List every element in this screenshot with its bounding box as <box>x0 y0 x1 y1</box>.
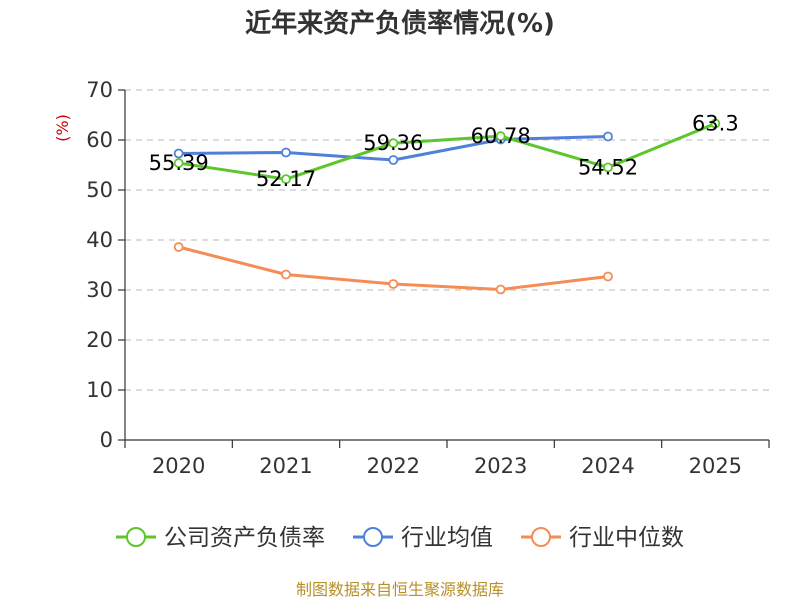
data-point <box>281 147 291 158</box>
y-tick-label: 60 <box>86 128 113 152</box>
data-point <box>388 155 399 165</box>
data-point <box>281 174 291 185</box>
y-axis-label: (%) <box>53 114 72 142</box>
data-point <box>603 162 613 173</box>
data-point <box>603 131 613 142</box>
x-tick-label: 2022 <box>367 454 420 478</box>
data-label: 52.17 <box>256 167 316 191</box>
x-tick-label: 2023 <box>474 454 527 478</box>
data-label: 59.36 <box>363 131 423 155</box>
y-tick-label: 70 <box>86 78 113 102</box>
x-tick-label: 2025 <box>689 454 742 478</box>
data-point <box>388 279 399 289</box>
source-note: 制图数据来自恒生聚源数据库 <box>296 580 504 599</box>
legend-label: 行业中位数 <box>569 525 684 551</box>
data-point <box>495 131 506 142</box>
data-point <box>173 242 184 252</box>
grid-lines <box>125 89 769 391</box>
data-point <box>388 138 399 149</box>
x-tick-label: 2024 <box>581 454 634 478</box>
series-line <box>177 122 717 181</box>
data-point <box>173 158 184 168</box>
data-label: 54.52 <box>578 155 638 179</box>
data-point <box>495 284 506 295</box>
axes: 0 10 20 30 40 50 60 70 2020 2021 2022 2023 2024 2025 <box>86 78 770 478</box>
data-point <box>281 269 291 280</box>
legend-symbol-marker <box>126 527 146 547</box>
y-tick-label: 20 <box>86 328 113 352</box>
x-tick-label: 2020 <box>152 454 205 478</box>
y-tick-label: 10 <box>86 378 113 402</box>
data-point <box>173 148 184 159</box>
data-labels: 55.39 52.17 59.36 60.78 54.52 63.3 <box>149 112 739 192</box>
series-lines <box>173 118 721 295</box>
data-label: 63.3 <box>692 112 739 136</box>
x-tick-label: 2021 <box>259 454 312 478</box>
data-point <box>603 271 613 282</box>
legend-symbol-marker <box>363 527 383 547</box>
y-tick-label: 50 <box>86 178 113 202</box>
chart-title: 近年来资产负债率情况(%) <box>245 8 555 39</box>
legend-label: 行业均值 <box>401 525 493 551</box>
legend-symbol-marker <box>531 527 551 547</box>
legend-label: 公司资产负债率 <box>164 525 325 551</box>
y-tick-label: 30 <box>86 278 113 302</box>
legend: 公司资产负债率 行业均值 行业中位数 <box>116 525 684 551</box>
data-label: 60.78 <box>471 124 531 148</box>
y-tick-label: 40 <box>86 228 113 252</box>
y-tick-label: 0 <box>100 428 113 452</box>
data-label: 55.39 <box>149 151 209 175</box>
data-point <box>710 118 721 129</box>
